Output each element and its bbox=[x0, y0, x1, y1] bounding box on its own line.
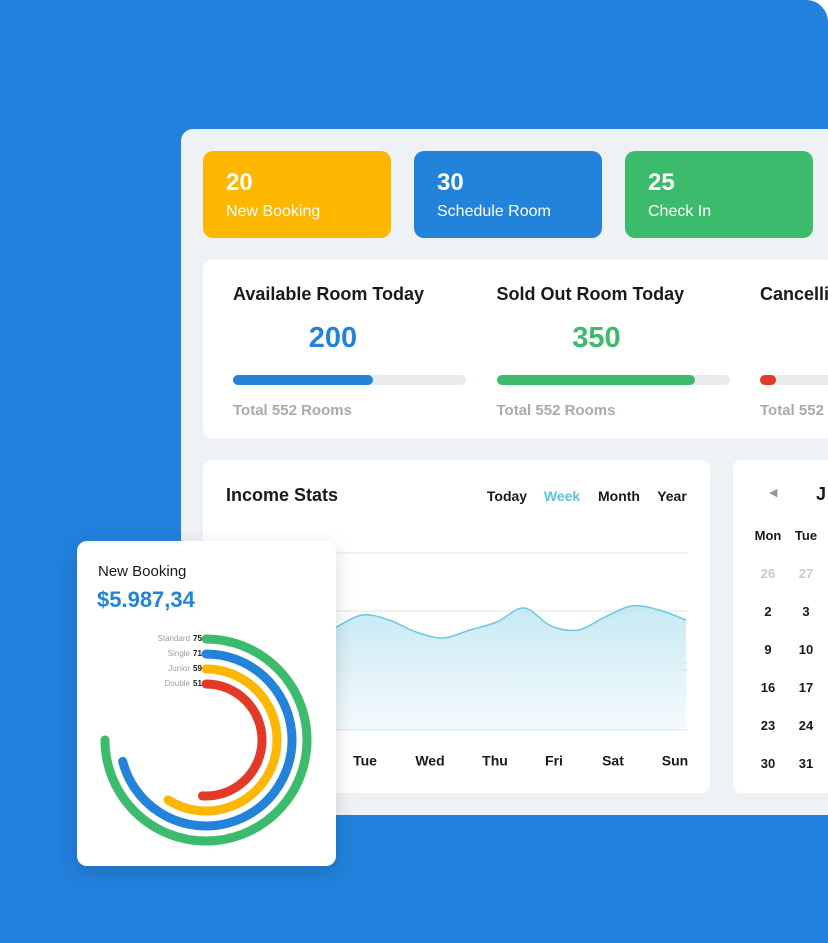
calendar-day[interactable]: 10 bbox=[798, 642, 814, 657]
day-label: Sat bbox=[602, 753, 624, 769]
legend-value: 75 bbox=[193, 634, 202, 643]
calendar-day[interactable]: 16 bbox=[760, 680, 776, 695]
calendar-day[interactable]: 9 bbox=[764, 642, 772, 657]
prev-arrow[interactable]: ◀ bbox=[769, 487, 778, 499]
new-booking-card: New Booking $5.987,34 Standard 75 Single 71 Ju… bbox=[77, 541, 336, 866]
stat-label: Schedule Room bbox=[437, 203, 551, 220]
booking-amount: $5.987,34 bbox=[97, 587, 195, 612]
stat-label: Check In bbox=[648, 203, 712, 220]
stat-label: New Booking bbox=[226, 203, 321, 220]
period-tab[interactable]: Year bbox=[657, 488, 687, 504]
period-tab[interactable]: Week bbox=[543, 488, 581, 504]
day-label: Wed bbox=[415, 753, 444, 769]
weekday: Tue bbox=[794, 528, 818, 543]
room-stat-title: Sold Out Room Today bbox=[496, 284, 685, 304]
room-stat-total: Total 552 Rooms bbox=[233, 402, 352, 419]
income-line bbox=[334, 604, 687, 639]
radial-bar bbox=[118, 649, 297, 831]
booking-title: New Booking bbox=[98, 563, 187, 580]
legend-name: Single bbox=[168, 649, 191, 658]
day-label: Fri bbox=[545, 753, 563, 769]
calendar-day[interactable]: 30 bbox=[760, 756, 776, 771]
legend-name: Junior bbox=[168, 664, 190, 673]
weekday: Mon bbox=[754, 528, 782, 543]
calendar-day[interactable]: 26 bbox=[760, 566, 776, 581]
day-label: Thu bbox=[482, 753, 508, 769]
month-title: J bbox=[816, 484, 827, 504]
stat-card: 30 Schedule Room bbox=[414, 151, 602, 238]
calendar-day[interactable]: 23 bbox=[760, 718, 776, 733]
income-title: Income Stats bbox=[226, 485, 339, 505]
stat-card: 25 Check In bbox=[625, 151, 813, 238]
radial-bar bbox=[197, 679, 267, 801]
income-chart: Tue Wed Thu Fri Sat Sun bbox=[230, 552, 688, 769]
stat-value: 25 bbox=[648, 169, 675, 196]
day-label: Sun bbox=[662, 753, 688, 769]
income-area bbox=[335, 605, 686, 730]
room-stat-title: Cancelli bbox=[760, 284, 828, 304]
calendar-day[interactable]: 27 bbox=[798, 566, 814, 581]
period-tab[interactable]: Today bbox=[486, 488, 528, 504]
legend-name: Standard bbox=[158, 634, 190, 643]
stat-card: 20 New Booking bbox=[203, 151, 391, 238]
day-label: Tue bbox=[353, 753, 377, 769]
legend-value: 51 bbox=[193, 679, 202, 688]
calendar-day[interactable]: 31 bbox=[798, 756, 814, 771]
legend-value: 59 bbox=[193, 664, 202, 673]
room-stat-value: 350 bbox=[572, 322, 621, 354]
progress-bar bbox=[760, 375, 777, 385]
stat-value: 20 bbox=[226, 169, 253, 196]
room-stat-total: Total 552 Rooms bbox=[496, 402, 616, 419]
room-stat-total: Total 552 bbox=[760, 402, 824, 419]
calendar-card: ◀ J Mon Tue 26 27 2 3 9 10 16 17 23 24 30 31 bbox=[733, 460, 828, 793]
radial-bar bbox=[163, 664, 282, 816]
progress-track bbox=[760, 375, 828, 385]
progress-bar bbox=[233, 375, 373, 385]
stat-value: 30 bbox=[437, 169, 464, 196]
calendar-day[interactable]: 3 bbox=[802, 604, 810, 619]
legend-value: 71 bbox=[193, 649, 202, 658]
radial-bar bbox=[100, 634, 312, 846]
period-tab[interactable]: Month bbox=[598, 488, 640, 504]
calendar-day[interactable]: 17 bbox=[798, 680, 814, 695]
room-stats-card: Available Room Today 200 Total 552 Rooms So… bbox=[203, 260, 828, 438]
calendar-day[interactable]: 24 bbox=[798, 718, 814, 733]
room-stat-title: Available Room Today bbox=[233, 284, 425, 304]
room-stat-value: 200 bbox=[308, 322, 358, 354]
legend-name: Double bbox=[165, 679, 191, 688]
calendar-day[interactable]: 2 bbox=[764, 604, 772, 619]
progress-bar bbox=[496, 375, 695, 385]
